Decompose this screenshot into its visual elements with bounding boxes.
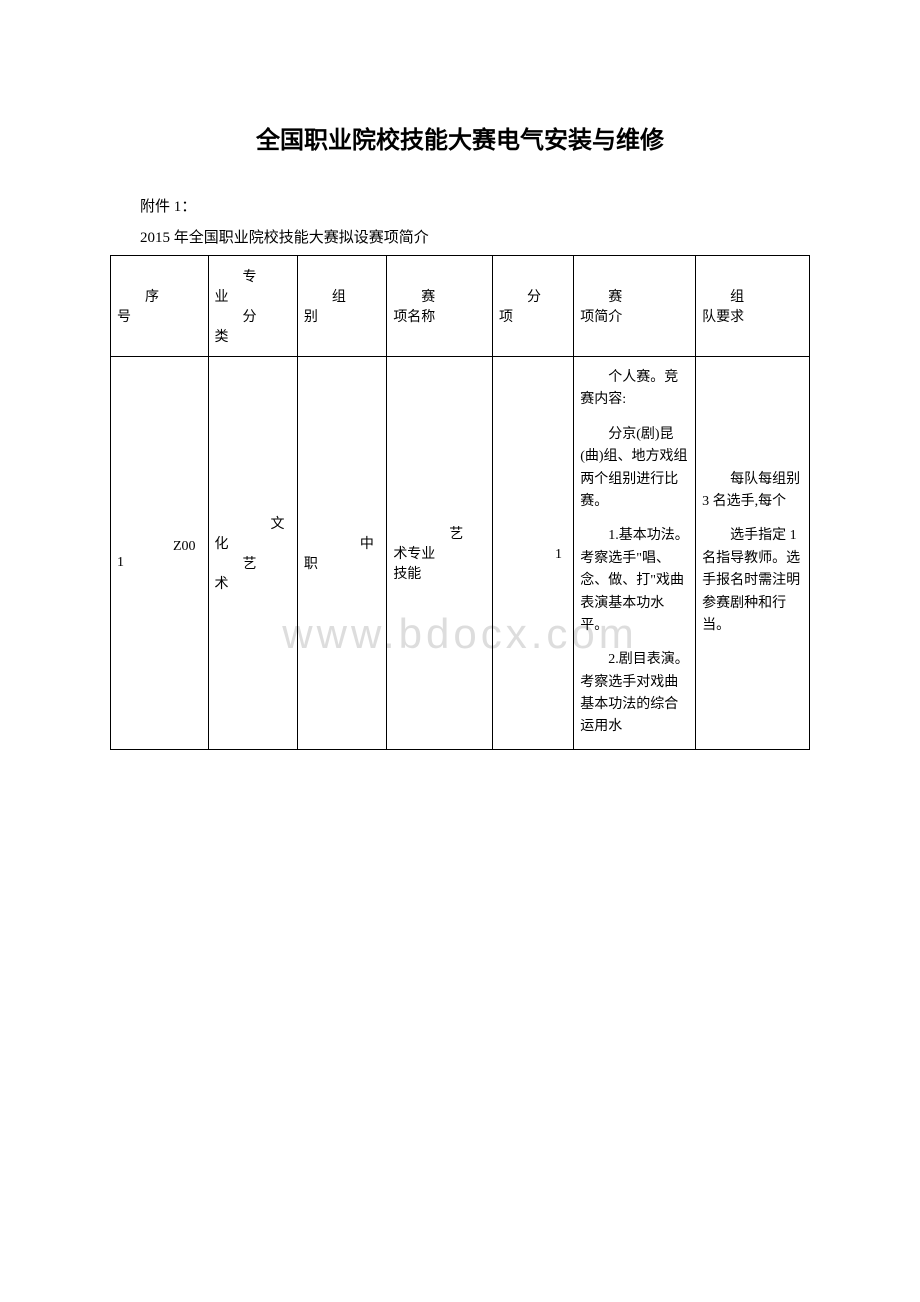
- intro-paragraph: 2.剧目表演。考察选手对戏曲基本功法的综合运用水: [580, 649, 689, 739]
- header-seq: 序号: [111, 256, 209, 357]
- attachment-label: 附件 1：: [110, 195, 810, 216]
- subtitle: 2015 年全国职业院校技能大赛拟设赛项简介: [110, 226, 810, 247]
- header-sub-item: 分项: [492, 256, 573, 357]
- header-category: 专业 分类: [208, 256, 297, 357]
- cell-group: 中职: [297, 357, 386, 750]
- page-title: 全国职业院校技能大赛电气安装与维修: [110, 120, 810, 155]
- header-item-name: 赛项名称: [387, 256, 493, 357]
- header-team-req: 组队要求: [696, 256, 810, 357]
- header-group: 组别: [297, 256, 386, 357]
- intro-paragraph: 分京(剧)昆(曲)组、地方戏组两个组别进行比赛。: [580, 424, 689, 514]
- req-paragraph: 选手指定 1 名指导教师。选手报名时需注明参赛剧种和行当。: [702, 525, 803, 637]
- header-intro: 赛项简介: [574, 256, 696, 357]
- intro-paragraph: 1.基本功法。考察选手"唱、念、做、打"戏曲表演基本功水平。: [580, 525, 689, 637]
- cell-sub-item: 1: [492, 357, 573, 750]
- intro-paragraph: 个人赛。竞赛内容:: [580, 367, 689, 412]
- cell-item-name: 艺术专业技能: [387, 357, 493, 750]
- table-row: Z001 文化 艺术 中职 艺术专业技能 1 个人赛。竞赛内容: 分京(剧)昆(…: [111, 357, 810, 750]
- cell-category: 文化 艺术: [208, 357, 297, 750]
- table-header-row: 序号 专业 分类 组别 赛项名称 分项 赛项简介 组队要求: [111, 256, 810, 357]
- cell-seq: Z001: [111, 357, 209, 750]
- cell-intro: 个人赛。竞赛内容: 分京(剧)昆(曲)组、地方戏组两个组别进行比赛。 1.基本功…: [574, 357, 696, 750]
- competition-table: 序号 专业 分类 组别 赛项名称 分项 赛项简介 组队要求 Z001 文化 艺术…: [110, 255, 810, 750]
- cell-team-req: 每队每组别 3 名选手,每个 选手指定 1 名指导教师。选手报名时需注明参赛剧种…: [696, 357, 810, 750]
- document-content: 全国职业院校技能大赛电气安装与维修 附件 1： 2015 年全国职业院校技能大赛…: [110, 120, 810, 750]
- req-paragraph: 每队每组别 3 名选手,每个: [702, 469, 803, 514]
